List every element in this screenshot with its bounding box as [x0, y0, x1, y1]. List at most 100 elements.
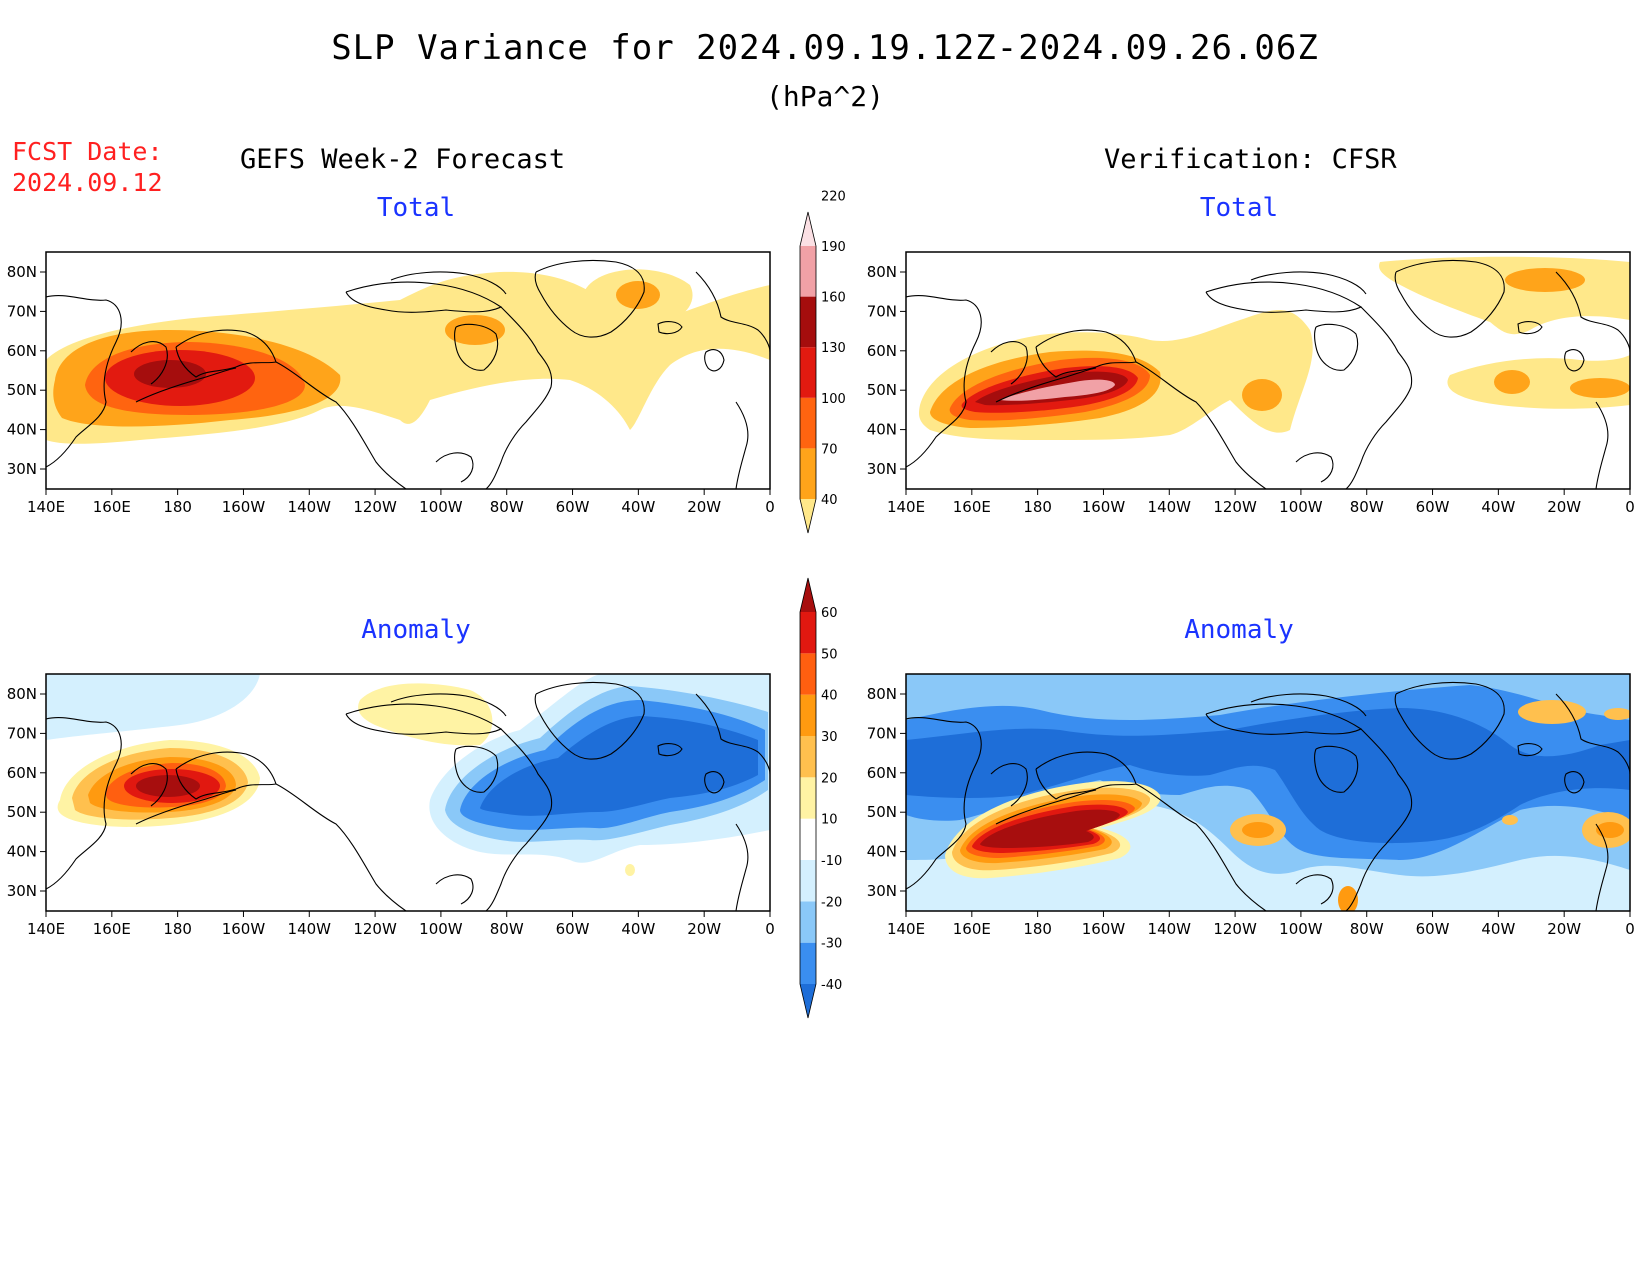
coastline-segment — [130, 763, 168, 807]
map-frame — [45, 251, 771, 490]
lon-tick-label: 160W — [1082, 920, 1126, 938]
panel-title-verification-anomaly: Anomaly — [1184, 615, 1294, 645]
lon-tick-label: 0 — [1625, 920, 1635, 938]
lon-tick-label: 100W — [419, 920, 463, 938]
coastline-segment — [175, 329, 277, 378]
coastline-segment — [1035, 329, 1137, 378]
contour-10-greenland — [1518, 700, 1586, 724]
contour-70-atlantic — [1494, 370, 1530, 394]
lon-tick-label: 100W — [419, 498, 463, 516]
lon-tick-label: 120W — [353, 920, 397, 938]
coastline-segment — [1345, 728, 1413, 911]
coastline-segment — [695, 693, 770, 775]
lat-tick-label: 80N — [867, 685, 897, 703]
coastline-segment — [485, 306, 553, 489]
lat-tick-label: 30N — [7, 460, 37, 478]
coastline-segment — [135, 367, 237, 403]
coastline-segment — [46, 295, 122, 468]
lon-tick-label: 160W — [222, 920, 266, 938]
lon-tick-label: 20W — [687, 498, 721, 516]
lat-tick-label: 50N — [867, 381, 897, 399]
colorbar-swatch — [800, 653, 816, 695]
coastline-segment — [46, 717, 122, 890]
coastline-segment — [435, 874, 474, 905]
colorbar-swatch — [800, 246, 816, 297]
lon-tick-label: 160W — [1082, 498, 1126, 516]
colorbar-label: -20 — [821, 895, 842, 910]
coastlines — [46, 681, 770, 911]
colorbar-swatch — [800, 347, 816, 398]
contour-70-canada — [1242, 379, 1282, 411]
lon-tick-label: 40W — [621, 498, 655, 516]
lon-tick-label: 40W — [621, 920, 655, 938]
lon-tick-label: 100W — [1279, 920, 1323, 938]
map-forecast-anomaly: 80N 70N 60N 50N 40N 30N 140E 160E 180 160W 140W 120… — [7, 673, 775, 938]
map-frame — [905, 673, 1631, 912]
coastline-segment — [995, 789, 1097, 825]
lon-tick-label: 120W — [1213, 498, 1257, 516]
colorbar-swatch — [800, 777, 816, 819]
forecast-date-value: 2024.09.12 — [12, 168, 163, 197]
colorbar-label: 190 — [821, 240, 846, 255]
coastline-segment — [130, 341, 168, 385]
column-heading-forecast: GEFS Week-2 Forecast — [240, 144, 566, 175]
coastline-segment — [1555, 271, 1630, 353]
coastline-segment — [435, 452, 474, 483]
map-verification-total: 80N 70N 60N 50N 40N 30N 140E 160E 180 160W 140W 120… — [867, 251, 1635, 516]
lon-tick-label: 60W — [556, 920, 590, 938]
coastline-segment — [657, 321, 683, 335]
lon-tick-label: 140E — [27, 498, 65, 516]
coastline-segment — [275, 361, 407, 489]
lon-tick-label: 120W — [1213, 920, 1257, 938]
shading-layer — [46, 269, 770, 444]
colorbar-label: -40 — [821, 978, 842, 993]
coastline-segment — [1394, 259, 1505, 338]
colorbar-swatch — [800, 499, 816, 533]
coastline-segment — [1517, 743, 1543, 757]
coastline-segment — [1295, 452, 1334, 483]
colorbar-swatch — [800, 448, 816, 499]
coastline-segment — [704, 771, 725, 794]
coastlines — [46, 259, 770, 489]
lon-tick-label: 140W — [288, 498, 332, 516]
coastline-segment — [275, 783, 407, 911]
lon-tick-label: 160E — [93, 498, 131, 516]
lon-tick-label: 160E — [93, 920, 131, 938]
lon-tick-label: 0 — [765, 498, 775, 516]
coastline-segment — [990, 341, 1028, 385]
contour-neg40 — [906, 708, 1630, 844]
coastline-segment — [534, 681, 645, 760]
contour-neg10 — [46, 674, 260, 740]
lon-tick-label: 40W — [1481, 498, 1515, 516]
contour-10 — [358, 683, 493, 746]
coastline-segment — [695, 271, 770, 353]
coastline-segment — [1394, 681, 1505, 760]
coastline-segment — [1205, 703, 1363, 735]
colorbar-label: 60 — [821, 606, 838, 621]
lon-tick-label: 0 — [765, 920, 775, 938]
lat-tick-label: 70N — [7, 302, 37, 320]
colorbar-label: -30 — [821, 937, 842, 952]
axis-ticks: 80N 70N 60N 50N 40N 30N 140E 160E 180 160W 140W 120… — [867, 263, 1635, 516]
colorbar-swatch — [800, 694, 816, 736]
coastline-segment — [1313, 745, 1359, 793]
coastline-segment — [906, 717, 982, 890]
contour-20-atlantic-east — [1596, 822, 1624, 838]
coastline-segment — [1250, 693, 1367, 717]
lat-tick-label: 80N — [7, 263, 37, 281]
colorbar-swatch — [800, 212, 816, 246]
colorbar-swatch — [800, 578, 816, 612]
coastline-segment — [1595, 401, 1609, 489]
contour-60 — [980, 809, 1120, 848]
axis-ticks: 80N 70N 60N 50N 40N 30N 140E 160E 180 160W 140W 120… — [7, 263, 775, 516]
contour-70-atlantic-east — [1570, 378, 1630, 398]
lat-tick-label: 40N — [7, 421, 37, 439]
lon-tick-label: 180 — [1023, 920, 1052, 938]
coastline-segment — [390, 271, 507, 295]
lat-tick-label: 80N — [867, 263, 897, 281]
lon-tick-label: 140E — [887, 498, 925, 516]
lon-tick-label: 160W — [222, 498, 266, 516]
coastline-segment — [534, 259, 645, 338]
lat-tick-label: 40N — [867, 843, 897, 861]
axis-ticks: 80N 70N 60N 50N 40N 30N 140E 160E 180 160W 140W 120… — [7, 685, 775, 938]
